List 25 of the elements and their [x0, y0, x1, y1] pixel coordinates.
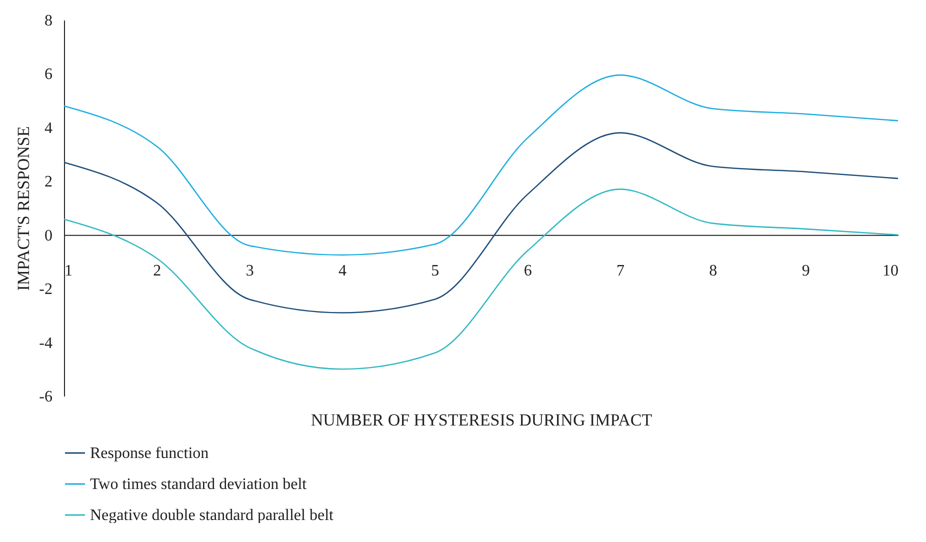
- x-tick-label: 8: [709, 262, 718, 280]
- y-tick-label: 2: [44, 174, 52, 191]
- legend-label: Two times standard deviation belt: [90, 476, 308, 493]
- x-tick-label: 7: [616, 262, 624, 280]
- legend-label: Response function: [90, 445, 209, 462]
- x-tick-label: 10: [882, 262, 898, 280]
- x-tick-label: 6: [524, 262, 532, 280]
- x-tick-label: 2: [153, 262, 162, 280]
- y-tick-label: -4: [39, 334, 52, 352]
- y-tick-label: 6: [44, 66, 52, 84]
- x-tick-label: 4: [338, 262, 346, 280]
- y-tick-label: -2: [39, 281, 52, 298]
- x-tick-label: 1: [64, 262, 72, 280]
- x-tick-label: 3: [246, 262, 254, 280]
- x-tick-label: 9: [802, 262, 810, 280]
- y-tick-label: -6: [39, 388, 52, 406]
- line-series: [63, 74, 899, 256]
- line-series: [63, 132, 899, 314]
- y-tick-label: 0: [44, 227, 52, 244]
- y-tick-label: 4: [44, 120, 52, 137]
- line-series: [63, 188, 899, 370]
- x-axis-title: NUMBER OF HYSTERESIS DURING IMPACT: [310, 410, 653, 430]
- y-axis-title: IMPACT'S RESPONSE: [14, 126, 34, 291]
- y-tick-label: 8: [44, 12, 52, 30]
- x-tick-label: 5: [431, 262, 440, 280]
